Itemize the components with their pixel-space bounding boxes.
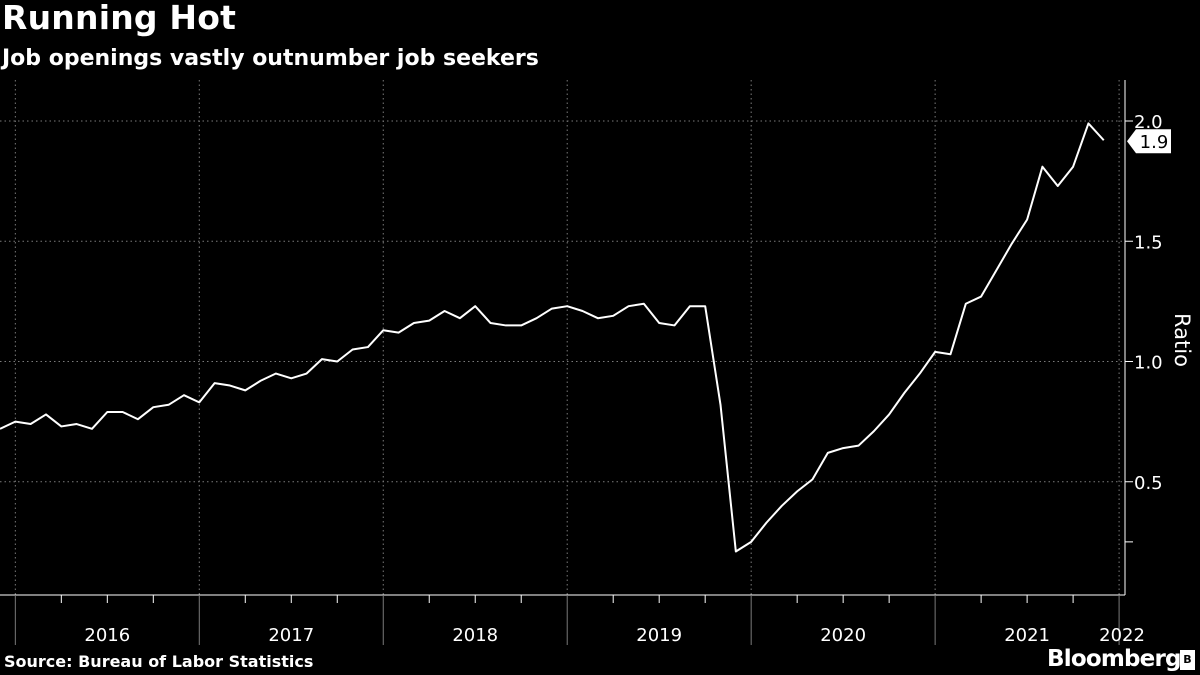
bloomberg-logo: Bloomberg xyxy=(1047,646,1181,672)
x-tick-label: 2022 xyxy=(1099,625,1145,646)
y-axis-label: Ratio xyxy=(1170,313,1194,367)
y-tick-label: 2.0 xyxy=(1134,112,1163,133)
x-tick-label: 2019 xyxy=(636,625,682,646)
y-axis: 0.5 1.0 1.5 2.0 xyxy=(1124,80,1163,595)
y-tick-label: 1.0 xyxy=(1134,353,1163,374)
gridlines xyxy=(0,80,1125,595)
x-tick-label: 2021 xyxy=(1004,625,1050,646)
series-group: 1.9 xyxy=(0,122,1171,553)
source-note: Source: Bureau of Labor Statistics xyxy=(4,652,314,671)
last-value-label: 1.9 xyxy=(1140,132,1169,153)
y-tick-label: 1.5 xyxy=(1134,232,1163,253)
x-tick-label: 2018 xyxy=(452,625,498,646)
series-line xyxy=(0,122,1105,553)
chart-subtitle: Job openings vastly outnumber job seeker… xyxy=(2,46,539,71)
x-axis: 2016 2017 2018 2019 2020 2021 2022 xyxy=(0,594,1145,646)
last-value-tag xyxy=(1127,129,1171,154)
x-tick-label: 2020 xyxy=(820,625,866,646)
bloomberg-mark-icon: B xyxy=(1180,650,1195,670)
y-tick-label: 0.5 xyxy=(1134,473,1163,494)
chart-title: Running Hot xyxy=(2,0,237,37)
x-tick-label: 2017 xyxy=(268,625,314,646)
x-tick-label: 2016 xyxy=(84,625,130,646)
